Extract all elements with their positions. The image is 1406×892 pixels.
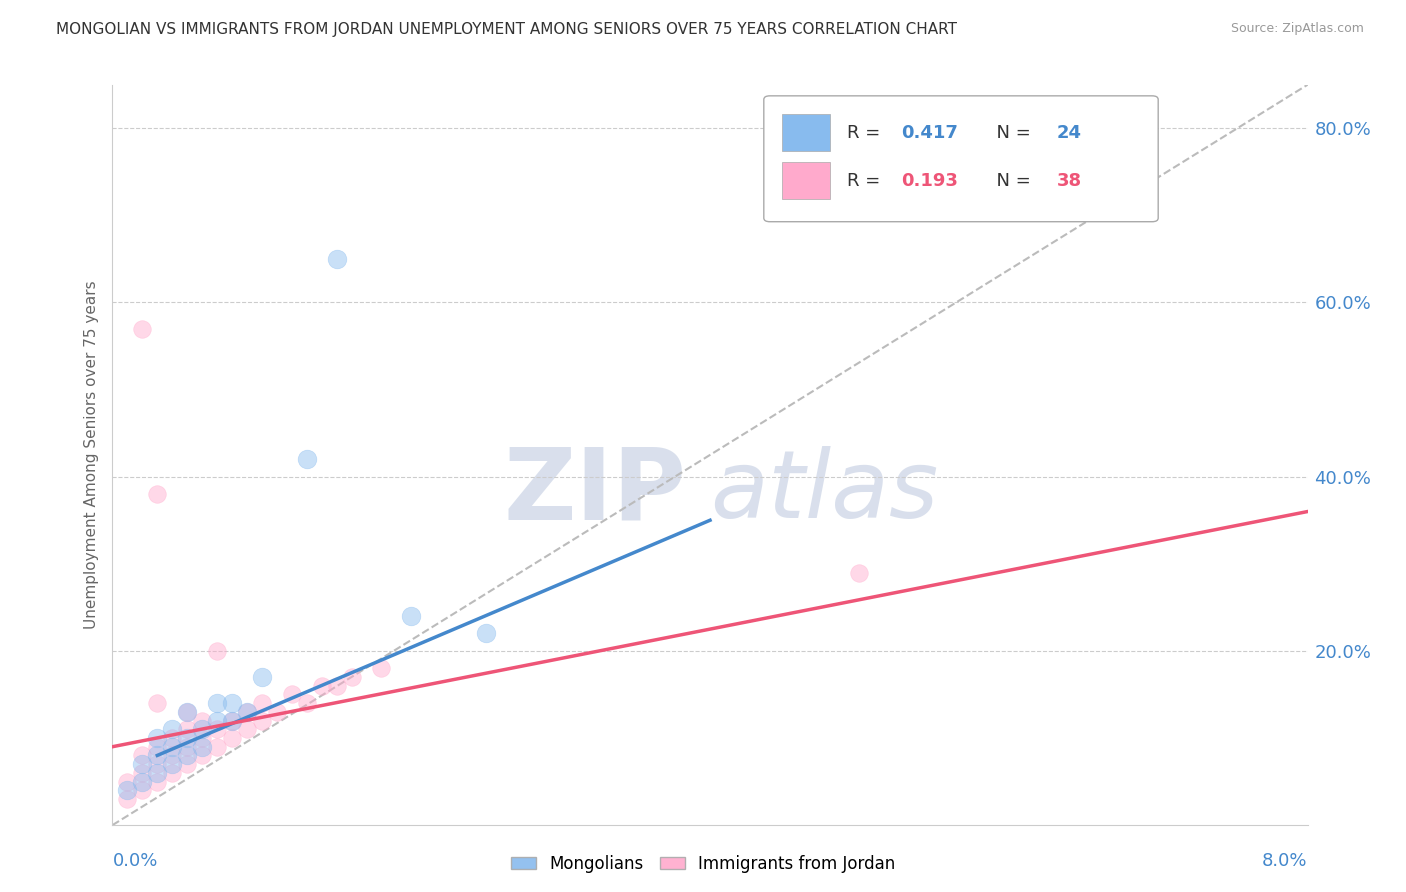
Point — [370, 661, 392, 675]
Point — [146, 748, 169, 763]
Point — [162, 757, 183, 772]
Point — [250, 696, 273, 710]
Text: 0.193: 0.193 — [901, 172, 957, 190]
Point — [131, 765, 153, 780]
Point — [221, 731, 243, 745]
Point — [266, 705, 288, 719]
Point — [191, 731, 214, 745]
Point — [325, 252, 347, 266]
Text: MONGOLIAN VS IMMIGRANTS FROM JORDAN UNEMPLOYMENT AMONG SENIORS OVER 75 YEARS COR: MONGOLIAN VS IMMIGRANTS FROM JORDAN UNEM… — [56, 22, 957, 37]
Text: R =: R = — [848, 124, 886, 142]
Point — [325, 679, 347, 693]
Point — [295, 696, 318, 710]
Point — [176, 731, 198, 745]
Point — [146, 696, 169, 710]
Point — [117, 792, 139, 806]
Point — [221, 696, 243, 710]
Text: atlas: atlas — [710, 446, 938, 538]
Bar — [782, 114, 830, 152]
Point — [146, 757, 169, 772]
Y-axis label: Unemployment Among Seniors over 75 years: Unemployment Among Seniors over 75 years — [83, 281, 98, 629]
Point — [176, 757, 198, 772]
Point — [176, 748, 198, 763]
Point — [131, 748, 153, 763]
Point — [117, 783, 139, 797]
Text: 8.0%: 8.0% — [1263, 852, 1308, 870]
Point — [205, 739, 228, 754]
Point — [162, 723, 183, 737]
Point — [848, 566, 870, 580]
Point — [340, 670, 363, 684]
Point — [311, 679, 333, 693]
Point — [191, 714, 214, 728]
Text: 0.0%: 0.0% — [112, 852, 157, 870]
Text: N =: N = — [986, 124, 1036, 142]
Point — [117, 774, 139, 789]
Point — [146, 487, 169, 501]
Point — [176, 723, 198, 737]
Point — [221, 714, 243, 728]
Text: N =: N = — [986, 172, 1036, 190]
Point — [191, 739, 214, 754]
Text: R =: R = — [848, 172, 886, 190]
Point — [146, 774, 169, 789]
Text: 24: 24 — [1057, 124, 1081, 142]
Point — [205, 644, 228, 658]
Point — [146, 765, 169, 780]
Text: 38: 38 — [1057, 172, 1081, 190]
Point — [162, 748, 183, 763]
Point — [176, 705, 198, 719]
Point — [176, 739, 198, 754]
Point — [162, 731, 183, 745]
Point — [162, 739, 183, 754]
Point — [191, 723, 214, 737]
Point — [236, 705, 259, 719]
Point — [250, 670, 273, 684]
Point — [131, 774, 153, 789]
Point — [131, 783, 153, 797]
Point — [131, 757, 153, 772]
Bar — [782, 162, 830, 200]
Point — [146, 739, 169, 754]
Text: ZIP: ZIP — [503, 443, 686, 541]
Point — [236, 723, 259, 737]
Point — [281, 688, 304, 702]
Point — [295, 452, 318, 467]
Point — [176, 705, 198, 719]
Point — [401, 609, 423, 624]
Text: 0.417: 0.417 — [901, 124, 957, 142]
Point — [236, 705, 259, 719]
Point — [205, 696, 228, 710]
Point — [221, 714, 243, 728]
Text: Source: ZipAtlas.com: Source: ZipAtlas.com — [1230, 22, 1364, 36]
FancyBboxPatch shape — [763, 95, 1159, 222]
Point — [131, 321, 153, 335]
Point — [146, 731, 169, 745]
Legend: Mongolians, Immigrants from Jordan: Mongolians, Immigrants from Jordan — [503, 848, 903, 880]
Point — [205, 723, 228, 737]
Point — [475, 626, 498, 640]
Point — [250, 714, 273, 728]
Point — [162, 765, 183, 780]
Point — [191, 748, 214, 763]
Point — [205, 714, 228, 728]
